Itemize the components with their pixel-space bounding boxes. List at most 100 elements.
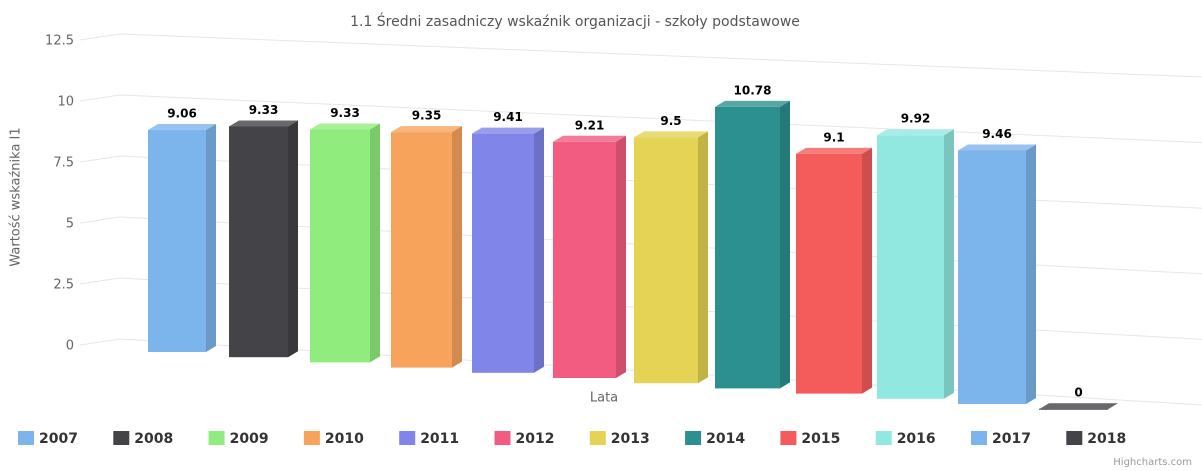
x-axis-label: Lata [590, 391, 618, 406]
bar-front [958, 150, 1026, 404]
legend-label[interactable]: 2012 [516, 431, 555, 447]
bar-side [370, 123, 380, 363]
bar-top-shade [958, 144, 1036, 151]
grid-line [79, 338, 121, 346]
bar-top [472, 127, 544, 134]
bar-side-shade [862, 147, 872, 394]
legend-swatch[interactable] [685, 431, 702, 445]
bar-side-shade [698, 131, 708, 384]
bar-side-shade [616, 135, 626, 378]
legend-label[interactable]: 2016 [897, 431, 936, 447]
legend-label[interactable]: 2010 [325, 431, 364, 447]
data-label: 9.46 [982, 127, 1012, 141]
bar-front [391, 132, 452, 368]
bar-side-shade [288, 120, 298, 358]
bar-front [634, 137, 698, 384]
legend-swatch[interactable] [971, 431, 987, 445]
bar-side [944, 129, 954, 399]
legend-swatch[interactable] [303, 431, 320, 445]
bar-top-shade [796, 147, 872, 154]
legend-swatch[interactable] [589, 431, 606, 445]
legend-label[interactable]: 2018 [1087, 431, 1126, 447]
legend-swatch[interactable] [18, 431, 34, 445]
bar-top [796, 147, 872, 154]
bar-top-shade [310, 123, 380, 130]
bar-top [391, 126, 462, 133]
legend-label[interactable]: 2011 [420, 431, 459, 447]
y-tick-label: 5 [66, 217, 74, 232]
bar-side [206, 124, 216, 352]
bar-side [288, 120, 298, 358]
data-label: 9.06 [167, 107, 197, 121]
grid-line [79, 216, 121, 224]
grid-line [79, 277, 121, 285]
grid-line [79, 33, 121, 41]
bar-side [1026, 144, 1036, 405]
bar-side-shade [1026, 144, 1036, 405]
grid-line [119, 33, 1202, 78]
bar-front [877, 135, 944, 399]
bar-top [715, 100, 790, 107]
y-tick-label: 2.5 [53, 278, 74, 293]
bar-side-shade [452, 126, 462, 368]
bar-front [472, 133, 534, 373]
bar-side-shade [534, 127, 544, 373]
legend-label[interactable]: 2015 [801, 431, 840, 447]
legend-swatch[interactable] [1066, 431, 1083, 445]
data-label: 0 [1074, 386, 1082, 400]
bar-top-shade [391, 126, 462, 133]
bar-top [958, 144, 1036, 151]
bar-top-shade [148, 124, 216, 131]
data-label: 9.41 [493, 110, 523, 124]
bar-top-shade [553, 135, 626, 142]
y-tick-label: 12.5 [45, 34, 74, 49]
legend-label[interactable]: 2008 [134, 431, 173, 447]
bar-front [148, 130, 206, 352]
legend-label[interactable]: 2009 [230, 431, 269, 447]
data-label: 9.1 [823, 130, 844, 144]
bar-top [553, 135, 626, 142]
bar-side-shade [206, 124, 216, 352]
legend-label[interactable]: 2013 [611, 431, 650, 447]
legend-label[interactable]: 2014 [706, 431, 745, 447]
data-label: 9.33 [249, 103, 279, 117]
grid-line [119, 94, 1202, 144]
bar-top-shade [1039, 403, 1118, 410]
legend-swatch[interactable] [113, 431, 130, 445]
y-tick-label: 0 [66, 339, 74, 354]
data-label: 9.92 [901, 112, 931, 126]
data-label: 9.35 [412, 109, 442, 123]
data-label: 10.78 [734, 83, 772, 97]
legend-swatch[interactable] [780, 431, 797, 445]
bar-top [148, 124, 216, 131]
bar-side [534, 127, 544, 373]
legend-swatch[interactable] [494, 431, 511, 445]
bar-side [616, 135, 626, 378]
bar-top [310, 123, 380, 130]
bar-top-shade [472, 127, 544, 134]
bar-side [698, 131, 708, 384]
bar-top-shade [877, 129, 954, 136]
bar-side [452, 126, 462, 368]
legend-swatch[interactable] [399, 431, 416, 445]
data-label: 9.5 [660, 114, 681, 128]
bar-front [310, 129, 370, 363]
bar-top [877, 129, 954, 136]
bar-top-shade [715, 100, 790, 107]
y-axis-label: Wartość wskaźnika I1 [9, 127, 24, 266]
bar-side [780, 100, 790, 389]
data-label: 9.21 [575, 118, 605, 132]
bar-front [229, 126, 288, 358]
y-tick-label: 10 [57, 95, 74, 110]
credits: Highcharts.com [1113, 457, 1192, 468]
legend-swatch[interactable] [208, 431, 225, 445]
y-tick-label: 7.5 [53, 156, 74, 171]
bar-top [634, 131, 708, 138]
bar-side-shade [944, 129, 954, 399]
bar-side [862, 147, 872, 394]
bar-side-shade [780, 100, 790, 389]
legend-label[interactable]: 2007 [39, 431, 78, 447]
bar-top [1039, 403, 1118, 410]
legend-swatch[interactable] [875, 431, 892, 445]
legend-label[interactable]: 2017 [992, 431, 1031, 447]
